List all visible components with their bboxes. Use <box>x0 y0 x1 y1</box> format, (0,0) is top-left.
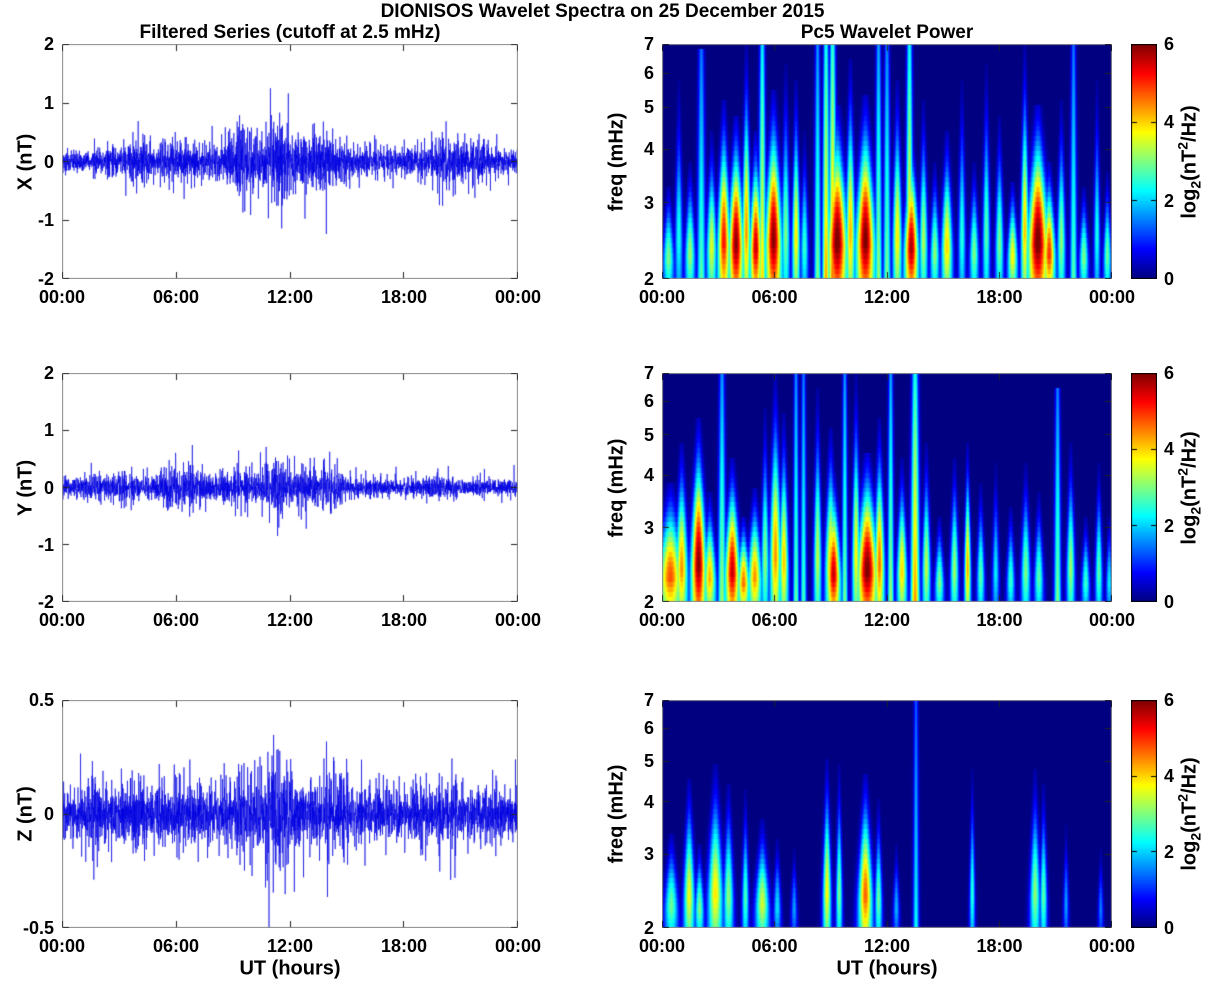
y-tick-label: 1 <box>43 420 54 441</box>
colorbar-tick-label: 4 <box>1164 439 1175 460</box>
colorbar-canvas-x <box>1131 44 1157 279</box>
freq-tick-label: 3 <box>643 844 654 865</box>
freq-tick-label: 5 <box>643 751 654 772</box>
series-canvas-y <box>62 373 518 602</box>
y-tick-label: 1 <box>43 92 54 113</box>
x-tick-label: 00:00 <box>494 287 542 307</box>
y-tick-label: -1 <box>37 534 54 555</box>
freq-tick-label: 7 <box>643 34 654 54</box>
colorbar-label-x: log2(nT2/Hz) <box>1174 104 1204 219</box>
x-tick-label: 12:00 <box>266 936 314 956</box>
x-tick-label: 06:00 <box>152 936 200 956</box>
y-tick-label: 2 <box>43 34 54 54</box>
x-tick-label: 12:00 <box>863 287 911 307</box>
freq-tick-label: 4 <box>643 138 654 159</box>
x-tick-label: 18:00 <box>380 610 428 630</box>
x-tick-label: 06:00 <box>751 936 798 956</box>
y-tick-label: 0 <box>43 477 54 498</box>
colorbar-tick-label: 4 <box>1164 766 1175 786</box>
x-tick-label: 06:00 <box>152 287 200 307</box>
colorbar-tick-label: 4 <box>1164 112 1175 133</box>
colorbar-tick-label: 6 <box>1164 363 1175 383</box>
x-tick-label: 18:00 <box>380 936 428 956</box>
colorbar-canvas-z <box>1131 700 1157 928</box>
freq-axis-label-y: freq (mHz) <box>605 438 628 537</box>
freq-axis-label-x: freq (mHz) <box>605 112 628 211</box>
colorbar-tick-label: 0 <box>1164 918 1175 938</box>
figure-title: DIONISOS Wavelet Spectra on 25 December … <box>380 1 825 22</box>
y-tick-label: 2 <box>43 363 54 383</box>
freq-tick-label: 7 <box>643 363 654 383</box>
x-tick-label: 00:00 <box>638 287 686 307</box>
ut-axis-label-left: UT (hours) <box>239 957 341 980</box>
freq-tick-label: 4 <box>643 791 654 812</box>
y-axis-label-y: Y (nT) <box>14 459 37 516</box>
x-tick-label: 00:00 <box>494 610 542 630</box>
x-tick-label: 00:00 <box>638 936 686 956</box>
colorbar-tick-label: 6 <box>1164 34 1175 54</box>
y-tick-label: 0 <box>43 151 54 172</box>
colorbar-label-y: log2(nT2/Hz) <box>1174 430 1204 545</box>
colorbar-tick-label: 2 <box>1164 515 1175 536</box>
freq-tick-label: 5 <box>643 424 654 445</box>
x-tick-label: 00:00 <box>38 610 86 630</box>
column-title-filtered-series: Filtered Series (cutoff at 2.5 mHz) <box>139 22 441 43</box>
x-tick-label: 12:00 <box>863 610 911 630</box>
freq-tick-label: 4 <box>643 465 654 486</box>
colorbar-canvas-y <box>1131 373 1157 602</box>
y-tick-label: 0 <box>43 804 54 824</box>
colorbar-tick-label: 0 <box>1164 269 1175 289</box>
x-tick-label: 06:00 <box>751 287 798 307</box>
x-tick-label: 18:00 <box>976 610 1023 630</box>
series-canvas-x <box>62 44 518 279</box>
y-tick-label: -0.5 <box>22 918 54 938</box>
y-tick-label: 0.5 <box>28 690 54 710</box>
colorbar-tick-label: 6 <box>1164 690 1175 710</box>
x-tick-label: 00:00 <box>1088 610 1136 630</box>
y-tick-label: -1 <box>37 210 54 231</box>
y-tick-label: -2 <box>37 592 54 612</box>
x-tick-label: 00:00 <box>38 936 86 956</box>
freq-tick-label: 2 <box>643 269 654 289</box>
heatmap-canvas-y <box>662 373 1112 602</box>
x-tick-label: 12:00 <box>266 610 314 630</box>
column-title-wavelet-power: Pc5 Wavelet Power <box>800 22 974 43</box>
x-tick-label: 12:00 <box>863 936 911 956</box>
x-tick-label: 00:00 <box>1088 936 1136 956</box>
colorbar-tick-label: 0 <box>1164 592 1175 612</box>
x-tick-label: 00:00 <box>638 610 686 630</box>
x-tick-label: 06:00 <box>751 610 798 630</box>
x-tick-label: 18:00 <box>976 936 1023 956</box>
x-tick-label: 00:00 <box>38 287 86 307</box>
freq-tick-label: 7 <box>643 690 654 710</box>
series-canvas-z <box>62 700 518 928</box>
colorbar-label-z: log2(nT2/Hz) <box>1174 757 1204 871</box>
freq-tick-label: 6 <box>643 718 654 739</box>
x-tick-label: 12:00 <box>266 287 314 307</box>
freq-tick-label: 2 <box>643 918 654 938</box>
x-tick-label: 18:00 <box>380 287 428 307</box>
freq-tick-label: 3 <box>643 517 654 538</box>
y-axis-label-x: X (nT) <box>14 133 37 190</box>
x-tick-label: 00:00 <box>1088 287 1136 307</box>
freq-tick-label: 2 <box>643 592 654 612</box>
colorbar-tick-label: 2 <box>1164 190 1175 211</box>
x-tick-label: 18:00 <box>976 287 1023 307</box>
freq-tick-label: 6 <box>643 391 654 412</box>
y-tick-label: -2 <box>37 269 54 289</box>
freq-tick-label: 6 <box>643 62 654 83</box>
freq-tick-label: 5 <box>643 97 654 118</box>
x-tick-label: 06:00 <box>152 610 200 630</box>
ut-axis-label-right: UT (hours) <box>836 957 938 980</box>
freq-tick-label: 3 <box>643 192 654 213</box>
colorbar-tick-label: 2 <box>1164 842 1175 862</box>
freq-axis-label-z: freq (mHz) <box>605 764 628 864</box>
y-axis-label-z: Z (nT) <box>14 786 37 842</box>
x-tick-label: 00:00 <box>494 936 542 956</box>
heatmap-canvas-z <box>662 700 1112 928</box>
heatmap-canvas-x <box>662 44 1112 279</box>
